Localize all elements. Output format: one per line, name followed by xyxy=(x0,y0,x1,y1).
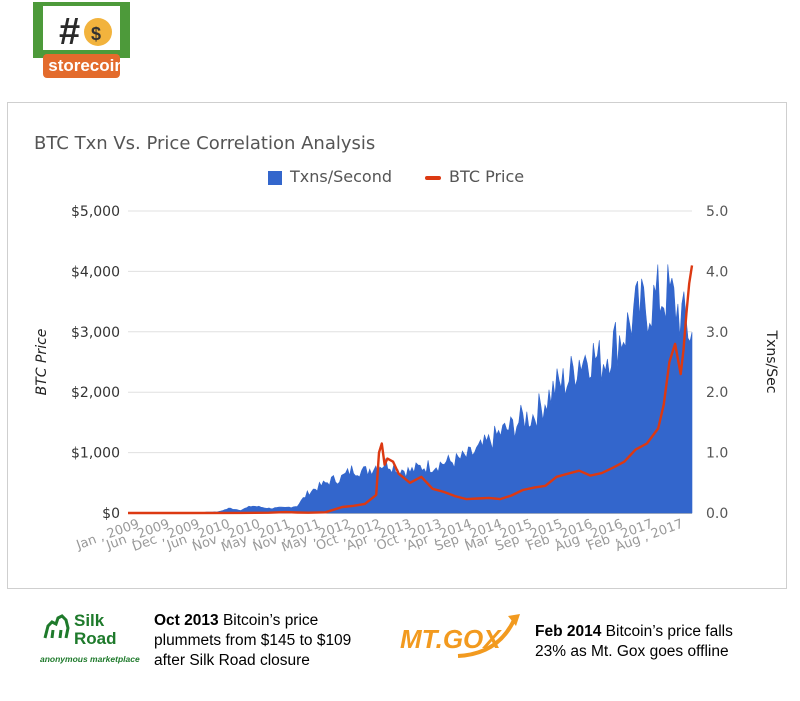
y-left-axis-label: BTC Price xyxy=(34,329,50,396)
legend-txns-label: Txns/Second xyxy=(290,167,392,186)
annotation-mtgox-date: Feb 2014 xyxy=(535,623,602,640)
legend-price: BTC Price xyxy=(425,167,524,186)
hash-symbol: # xyxy=(59,11,80,53)
chart-title: BTC Txn Vs. Price Correlation Analysis xyxy=(34,133,376,154)
legend-txns: Txns/Second xyxy=(268,167,392,186)
txns-series-area xyxy=(128,264,693,514)
btc-price-line xyxy=(128,265,694,515)
silk-road-line1: Silk xyxy=(74,611,105,630)
y-right-tick-label: 0.0 xyxy=(706,506,728,522)
camel-icon xyxy=(43,614,70,639)
annotation-mtgox: Feb 2014 Bitcoin’s price falls 23% as Mt… xyxy=(535,622,733,662)
annotation-silk-road-text2: plummets from $145 to $109 xyxy=(154,632,352,649)
svg-text:$: $ xyxy=(91,24,101,44)
mtgox-logo: MT.GOX xyxy=(398,606,522,664)
legend-price-label: BTC Price xyxy=(449,167,525,186)
annotation-mtgox-text1: Bitcoin’s price falls xyxy=(601,623,733,640)
y-left-tick-label: $4,000 xyxy=(71,264,120,280)
y-left-tick-label: $5,000 xyxy=(71,204,120,220)
y-left-tick-label: $3,000 xyxy=(71,325,120,341)
y-right-tick-label: 4.0 xyxy=(706,264,728,280)
silk-road-logo: Silk Road anonymous marketplace xyxy=(40,610,145,666)
y-left-tick-label: $0 xyxy=(102,506,120,522)
silk-road-line2: Road xyxy=(74,629,117,648)
annotation-silk-road-text1: Bitcoin’s price xyxy=(218,612,319,629)
y-left-tick-label: $2,000 xyxy=(71,385,120,401)
legend-price-swatch xyxy=(425,175,441,180)
y-right-tick-label: 1.0 xyxy=(706,446,728,462)
y-right-tick-label: 5.0 xyxy=(706,204,728,220)
mtgox-logo-text: MT.GOX xyxy=(400,624,502,654)
annotation-silk-road: Oct 2013 Bitcoin’s price plummets from $… xyxy=(154,611,351,671)
y-right-tick-label: 3.0 xyxy=(706,325,728,341)
annotation-mtgox-text2: 23% as Mt. Gox goes offline xyxy=(535,643,729,660)
annotation-silk-road-date: Oct 2013 xyxy=(154,612,219,629)
silk-road-tag: anonymous marketplace xyxy=(40,654,140,664)
legend-txns-swatch xyxy=(268,170,282,185)
annotation-silk-road-text3: after Silk Road closure xyxy=(154,652,310,669)
y-left-tick-label: $1,000 xyxy=(71,446,120,462)
storecoin-logo: # $ xyxy=(33,2,130,82)
y-right-tick-label: 2.0 xyxy=(706,385,728,401)
logo-text: storecoin xyxy=(48,56,125,75)
y-right-axis-label: Txns/Sec xyxy=(763,330,779,394)
